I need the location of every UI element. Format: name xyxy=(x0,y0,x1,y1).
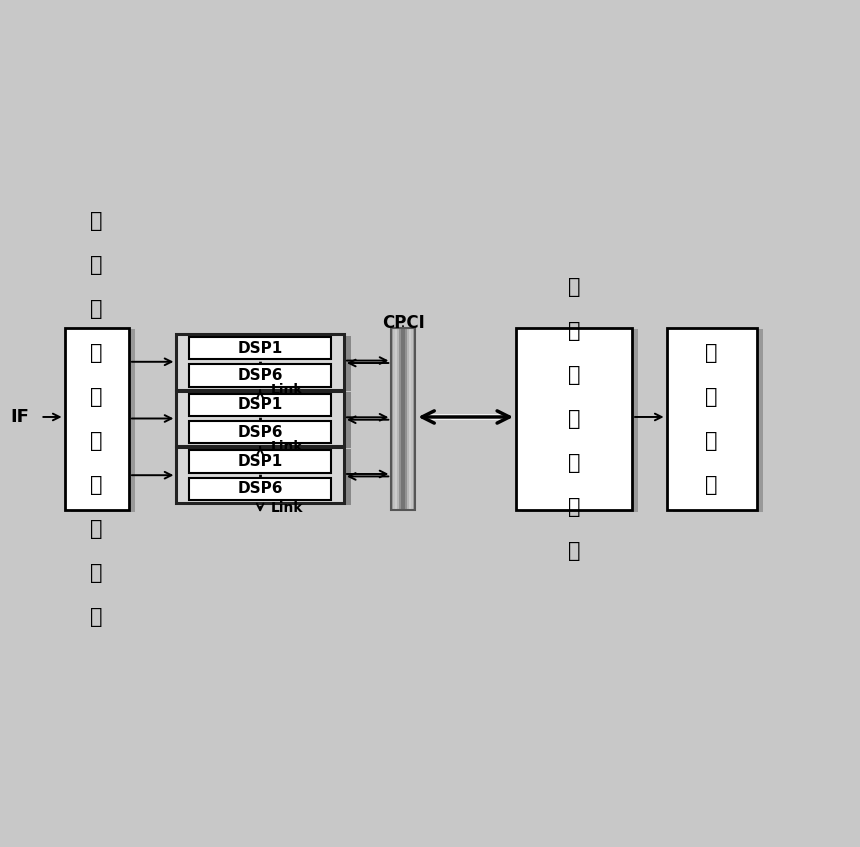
Bar xyxy=(411,328,414,510)
Text: DSP6: DSP6 xyxy=(237,368,283,383)
Text: 中: 中 xyxy=(90,211,103,230)
Text: 别: 别 xyxy=(568,409,580,429)
Text: Link: Link xyxy=(270,501,303,515)
Text: 处: 处 xyxy=(90,519,103,540)
Bar xyxy=(189,421,331,443)
Bar xyxy=(393,328,396,510)
Text: 机: 机 xyxy=(90,607,103,628)
Bar xyxy=(189,337,331,359)
Text: 道: 道 xyxy=(90,431,103,451)
Bar xyxy=(189,364,331,386)
Bar xyxy=(189,478,331,500)
Text: 频: 频 xyxy=(90,255,103,274)
Text: 化: 化 xyxy=(90,475,103,495)
Text: 示: 示 xyxy=(705,387,718,407)
Bar xyxy=(399,328,402,510)
Text: 处: 处 xyxy=(568,453,580,473)
Bar xyxy=(183,335,351,391)
Text: 信: 信 xyxy=(90,387,103,407)
Text: 控: 控 xyxy=(705,431,718,451)
Bar xyxy=(176,334,344,390)
Text: Link: Link xyxy=(270,383,303,397)
Text: Link: Link xyxy=(270,440,303,454)
Text: 分: 分 xyxy=(568,277,580,296)
Bar xyxy=(71,329,135,512)
Text: CPCI: CPCI xyxy=(382,313,425,332)
Bar xyxy=(397,328,399,510)
Text: 理: 理 xyxy=(90,563,103,584)
Bar xyxy=(673,329,763,512)
Text: 识: 识 xyxy=(568,365,580,385)
Bar xyxy=(183,449,351,505)
Bar xyxy=(414,328,415,510)
Text: DSP1: DSP1 xyxy=(237,454,283,469)
Bar xyxy=(189,394,331,416)
Text: 理: 理 xyxy=(568,497,580,518)
Text: DSP6: DSP6 xyxy=(237,424,283,440)
Text: 显: 显 xyxy=(705,343,718,363)
Text: 数: 数 xyxy=(90,299,103,318)
Bar xyxy=(403,328,405,510)
Bar xyxy=(396,328,397,510)
Text: DSP1: DSP1 xyxy=(237,340,283,356)
Bar xyxy=(176,390,344,446)
Bar xyxy=(408,328,409,510)
Bar xyxy=(405,328,408,510)
Text: IF: IF xyxy=(10,408,29,426)
Bar xyxy=(409,328,411,510)
Text: 制: 制 xyxy=(705,475,718,495)
Bar xyxy=(666,328,757,510)
Bar xyxy=(516,328,632,510)
Text: 字: 字 xyxy=(90,343,103,363)
Bar xyxy=(391,328,415,510)
Bar xyxy=(402,328,403,510)
Text: DSP1: DSP1 xyxy=(237,397,283,412)
Text: 析: 析 xyxy=(568,321,580,340)
Text: DSP6: DSP6 xyxy=(237,481,283,496)
Bar xyxy=(391,328,393,510)
Text: 器: 器 xyxy=(568,541,580,562)
Bar xyxy=(522,329,638,512)
Bar xyxy=(189,451,331,473)
Bar xyxy=(183,392,351,448)
Bar xyxy=(176,447,344,503)
Bar xyxy=(64,328,129,510)
